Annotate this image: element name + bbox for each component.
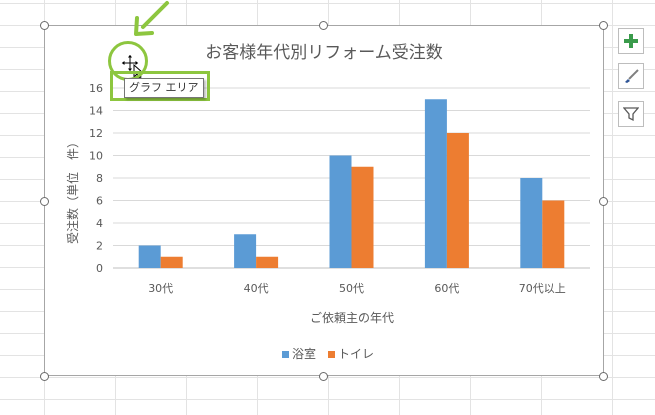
resize-handle-bottom-left[interactable] [40,372,49,381]
x-tick-label: 30代 [148,282,173,295]
brush-icon [625,69,639,83]
x-tick-label: 40代 [244,282,269,295]
chart-title[interactable]: お客様年代別リフォーム受注数 [205,43,443,63]
y-tick-label: 2 [96,240,103,253]
legend[interactable]: 浴室 トイレ [282,346,374,361]
y-tick-label: 10 [89,150,103,163]
y-tick-label: 12 [89,127,103,140]
chart-styles-button[interactable] [618,63,644,89]
resize-handle-top[interactable] [319,21,328,30]
y-tick-label: 4 [96,217,103,230]
bar-bath[interactable] [234,234,257,268]
plus-icon [624,34,638,48]
y-tick-label: 14 [89,105,103,118]
bar-toilet[interactable] [446,133,469,268]
legend-label-bath: 浴室 [292,346,316,361]
x-axis-title[interactable]: ご依頼主の年代 [310,310,394,325]
y-tick-label: 16 [89,82,103,95]
x-tick-label: 60代 [434,282,459,295]
y-tick-label: 8 [96,172,103,185]
bar-toilet[interactable] [542,200,565,269]
resize-handle-right[interactable] [599,197,608,206]
highlight-box [110,71,210,101]
x-tick-label: 70代以上 [519,282,566,295]
x-tick-label: 50代 [339,282,364,295]
resize-handle-bottom[interactable] [319,372,328,381]
resize-handle-left[interactable] [40,197,49,206]
bar-toilet[interactable] [256,256,279,268]
tooltip: グラフ エリア [124,78,204,98]
y-tick-label: 6 [96,195,103,208]
y-tick-labels: 0 2 4 6 8 10 12 14 16 [89,82,103,275]
chart-elements-button[interactable] [618,28,644,54]
resize-handle-top-right[interactable] [599,21,608,30]
bar-bath[interactable] [329,155,352,269]
y-axis-title[interactable]: 受注数（単位 件） [65,136,80,244]
bar-toilet[interactable] [160,256,183,268]
bar-bath[interactable] [424,99,447,268]
chart-filters-button[interactable] [618,101,644,127]
legend-swatch-toilet [328,351,335,358]
bar-toilet[interactable] [351,166,374,268]
legend-label-toilet: トイレ [338,347,374,361]
y-tick-label: 0 [96,262,103,275]
funnel-icon [623,107,639,122]
bars[interactable] [138,99,565,269]
legend-swatch-bath [282,351,289,358]
resize-handle-top-left[interactable] [40,21,49,30]
bar-bath[interactable] [520,178,543,268]
bar-bath[interactable] [138,245,161,269]
x-tick-labels: 30代 40代 50代 60代 70代以上 [148,282,566,295]
annotation-arrow-icon [134,1,169,36]
resize-handle-bottom-right[interactable] [599,372,608,381]
